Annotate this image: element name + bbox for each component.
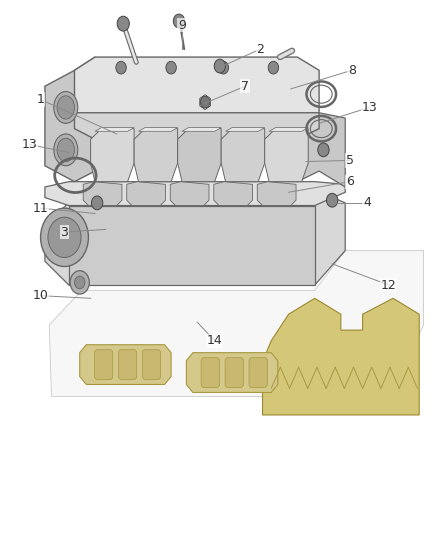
Ellipse shape <box>57 138 74 161</box>
Polygon shape <box>74 113 319 139</box>
FancyBboxPatch shape <box>201 358 219 387</box>
Text: 11: 11 <box>33 201 49 215</box>
Polygon shape <box>265 128 308 182</box>
Circle shape <box>74 276 85 289</box>
Text: 13: 13 <box>22 138 38 151</box>
Polygon shape <box>45 190 345 285</box>
Polygon shape <box>127 182 166 206</box>
Circle shape <box>326 193 338 207</box>
Text: 6: 6 <box>346 175 353 188</box>
Circle shape <box>92 196 103 210</box>
Polygon shape <box>134 128 178 182</box>
FancyBboxPatch shape <box>225 358 244 387</box>
Polygon shape <box>45 182 345 206</box>
Text: 1: 1 <box>37 93 45 106</box>
Circle shape <box>200 96 210 108</box>
FancyBboxPatch shape <box>118 350 137 379</box>
Polygon shape <box>45 57 95 182</box>
Text: 3: 3 <box>60 225 68 239</box>
Polygon shape <box>214 182 253 206</box>
FancyBboxPatch shape <box>142 350 161 379</box>
Circle shape <box>268 61 279 74</box>
Polygon shape <box>178 128 221 182</box>
Text: 5: 5 <box>346 154 353 167</box>
Text: 2: 2 <box>256 43 264 55</box>
Polygon shape <box>262 298 419 415</box>
Polygon shape <box>83 182 122 206</box>
Polygon shape <box>138 127 178 131</box>
Text: 13: 13 <box>361 101 377 114</box>
Polygon shape <box>226 127 265 131</box>
Text: 10: 10 <box>32 289 49 302</box>
Polygon shape <box>69 206 315 285</box>
Polygon shape <box>80 345 171 384</box>
Circle shape <box>116 61 126 74</box>
Text: 9: 9 <box>178 19 186 32</box>
Text: 12: 12 <box>381 279 397 292</box>
Polygon shape <box>49 251 424 397</box>
Circle shape <box>70 271 89 294</box>
Polygon shape <box>269 127 308 131</box>
Ellipse shape <box>54 92 78 123</box>
Circle shape <box>318 143 329 157</box>
Polygon shape <box>95 127 134 131</box>
Polygon shape <box>257 182 296 206</box>
FancyBboxPatch shape <box>249 358 267 387</box>
Polygon shape <box>182 127 221 131</box>
Circle shape <box>41 208 88 266</box>
Polygon shape <box>91 128 134 182</box>
Circle shape <box>173 14 185 28</box>
Text: 7: 7 <box>241 80 249 93</box>
Polygon shape <box>186 353 278 392</box>
Circle shape <box>48 217 81 257</box>
Ellipse shape <box>54 134 78 166</box>
Text: 4: 4 <box>363 196 371 209</box>
FancyBboxPatch shape <box>95 350 113 379</box>
Polygon shape <box>170 182 209 206</box>
Circle shape <box>218 61 229 74</box>
Polygon shape <box>221 128 265 182</box>
Polygon shape <box>74 57 319 128</box>
Text: 8: 8 <box>348 64 356 77</box>
Circle shape <box>214 59 226 73</box>
Ellipse shape <box>57 96 74 119</box>
Circle shape <box>166 61 177 74</box>
Polygon shape <box>297 113 345 187</box>
Text: 14: 14 <box>207 334 223 347</box>
Circle shape <box>117 16 129 31</box>
